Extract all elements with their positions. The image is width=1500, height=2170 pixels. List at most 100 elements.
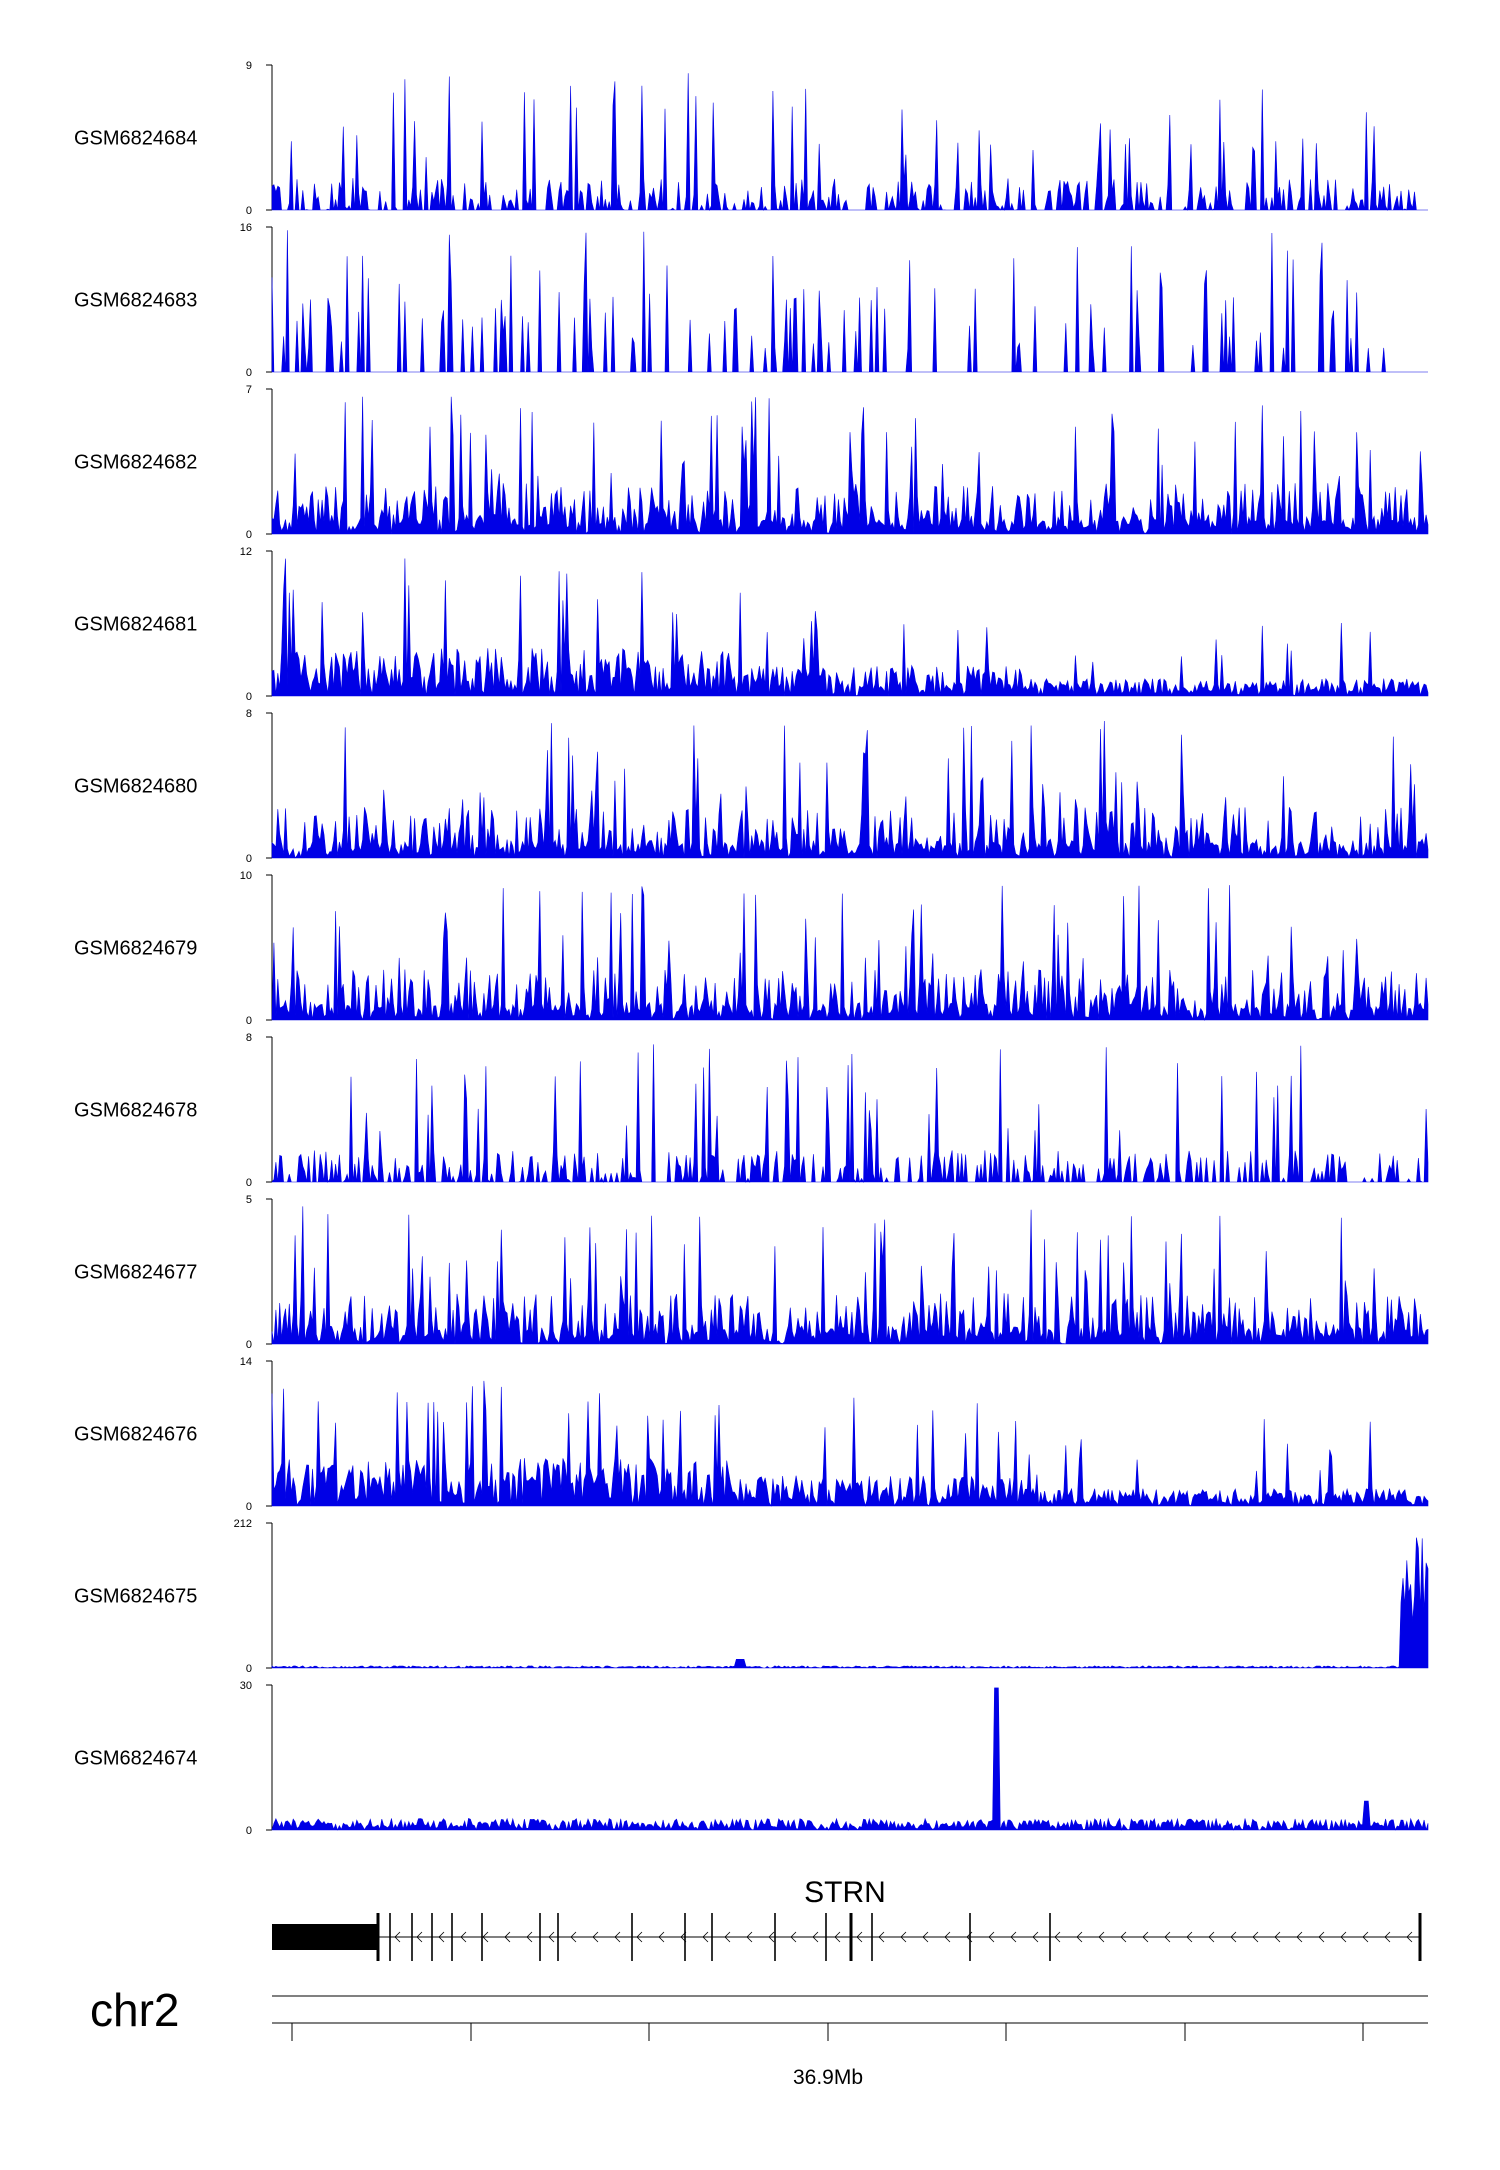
strand-arrow xyxy=(1010,1931,1017,1943)
track-label: GSM6824677 xyxy=(74,1262,197,1284)
strand-arrow xyxy=(790,1931,797,1943)
track-label: GSM6824681 xyxy=(74,614,197,636)
utr-block xyxy=(272,1924,378,1950)
strand-arrow xyxy=(636,1931,643,1943)
signal-area xyxy=(271,1537,1429,1669)
track-label: GSM6824676 xyxy=(74,1424,197,1446)
track-GSM6824679: GSM6824679 10 0 xyxy=(74,870,1429,1027)
track-label: GSM6824683 xyxy=(74,290,197,312)
track-GSM6824678: GSM6824678 8 0 xyxy=(74,1032,1429,1189)
strand-arrow xyxy=(1384,1931,1391,1943)
strand-arrow xyxy=(526,1931,533,1943)
strand-arrow xyxy=(416,1931,423,1943)
signal-area xyxy=(271,230,1428,373)
strand-arrow xyxy=(1340,1931,1347,1943)
y-tick-label-max: 8 xyxy=(246,1032,252,1044)
y-tick-label-zero: 0 xyxy=(246,1501,252,1513)
y-tick-label-zero: 0 xyxy=(246,529,252,541)
y-tick-label-max: 9 xyxy=(246,60,252,72)
strand-arrow xyxy=(658,1931,665,1943)
strand-arrow xyxy=(482,1931,489,1943)
strand-arrow xyxy=(1208,1931,1215,1943)
strand-arrow xyxy=(702,1931,709,1943)
axis-tick-label-36-9mb: 36.9Mb xyxy=(793,2066,863,2089)
strand-arrow xyxy=(1054,1931,1061,1943)
strand-arrow xyxy=(1230,1931,1237,1943)
strand-arrow xyxy=(944,1931,951,1943)
signal-area xyxy=(271,1687,1429,1832)
y-tick-label-max: 8 xyxy=(246,708,252,720)
track-label: GSM6824675 xyxy=(74,1586,197,1608)
gene-model-strn: STRN xyxy=(272,1876,1422,1961)
strand-arrow xyxy=(724,1931,731,1943)
y-tick-label-max: 14 xyxy=(240,1356,252,1368)
strand-arrow xyxy=(1186,1931,1193,1943)
gene-structure xyxy=(272,1913,1422,1961)
signal-area xyxy=(271,558,1429,697)
track-GSM6824676: GSM6824676 14 0 xyxy=(74,1356,1429,1513)
track-GSM6824681: GSM6824681 12 0 xyxy=(74,546,1429,703)
y-tick-label-max: 5 xyxy=(246,1194,252,1206)
y-tick-label-max: 12 xyxy=(240,546,252,558)
track-label: GSM6824684 xyxy=(74,128,197,150)
strand-arrow xyxy=(1032,1931,1039,1943)
strand-arrow xyxy=(922,1931,929,1943)
strand-arrow xyxy=(438,1931,445,1943)
track-GSM6824677: GSM6824677 5 0 xyxy=(74,1194,1429,1351)
strand-arrow xyxy=(548,1931,555,1943)
strand-arrow xyxy=(988,1931,995,1943)
strand-arrow xyxy=(900,1931,907,1943)
strand-arrow xyxy=(504,1931,511,1943)
strand-arrow xyxy=(1164,1931,1171,1943)
signal-area xyxy=(271,1206,1429,1345)
y-tick-label-zero: 0 xyxy=(246,691,252,703)
track-GSM6824682: GSM6824682 7 0 xyxy=(74,384,1429,541)
strand-arrow xyxy=(1098,1931,1105,1943)
y-tick-label-zero: 0 xyxy=(246,1177,252,1189)
signal-area xyxy=(271,396,1429,535)
strand-arrow xyxy=(746,1931,753,1943)
y-tick-label-max: 212 xyxy=(234,1518,252,1530)
track-GSM6824684: GSM6824684 9 0 xyxy=(74,60,1428,217)
strand-arrow xyxy=(1406,1931,1413,1943)
strand-arrow xyxy=(1142,1931,1149,1943)
signal-area xyxy=(271,73,1428,212)
signal-tracks: GSM682468490GSM6824683160GSM682468270GSM… xyxy=(74,60,1429,1837)
track-label: GSM6824674 xyxy=(74,1748,197,1770)
signal-area xyxy=(271,1044,1429,1184)
track-label: GSM6824679 xyxy=(74,938,197,960)
strand-arrow xyxy=(570,1931,577,1943)
chromosome-label: chr2 xyxy=(90,1984,179,2036)
strand-arrow xyxy=(394,1931,401,1943)
strand-arrow xyxy=(1362,1931,1369,1943)
track-label: GSM6824680 xyxy=(74,776,197,798)
signal-area xyxy=(271,1380,1429,1507)
strand-arrow xyxy=(966,1931,973,1943)
signal-area xyxy=(271,720,1429,859)
strand-arrow xyxy=(614,1931,621,1943)
strand-arrow xyxy=(680,1931,687,1943)
strand-arrow xyxy=(878,1931,885,1943)
y-tick-label-zero: 0 xyxy=(246,1825,252,1837)
strand-arrow xyxy=(1274,1931,1281,1943)
strand-arrow xyxy=(768,1931,775,1943)
track-label: GSM6824682 xyxy=(74,452,197,474)
strand-arrow xyxy=(1076,1931,1083,1943)
track-GSM6824674: GSM6824674 30 0 xyxy=(74,1680,1429,1837)
y-tick-label-zero: 0 xyxy=(246,853,252,865)
strand-arrow xyxy=(834,1931,841,1943)
strand-arrow xyxy=(592,1931,599,1943)
track-label: GSM6824678 xyxy=(74,1100,197,1122)
y-tick-label-max: 10 xyxy=(240,870,252,882)
strand-arrow xyxy=(1120,1931,1127,1943)
y-tick-label-zero: 0 xyxy=(246,1339,252,1351)
strand-arrow xyxy=(856,1931,863,1943)
y-tick-label-max: 16 xyxy=(240,222,252,234)
y-tick-label-max: 30 xyxy=(240,1680,252,1692)
y-tick-label-zero: 0 xyxy=(246,205,252,217)
axis-ticks xyxy=(291,2023,1364,2041)
strand-arrow xyxy=(1252,1931,1259,1943)
strand-arrow xyxy=(1296,1931,1303,1943)
track-GSM6824680: GSM6824680 8 0 xyxy=(74,708,1429,865)
